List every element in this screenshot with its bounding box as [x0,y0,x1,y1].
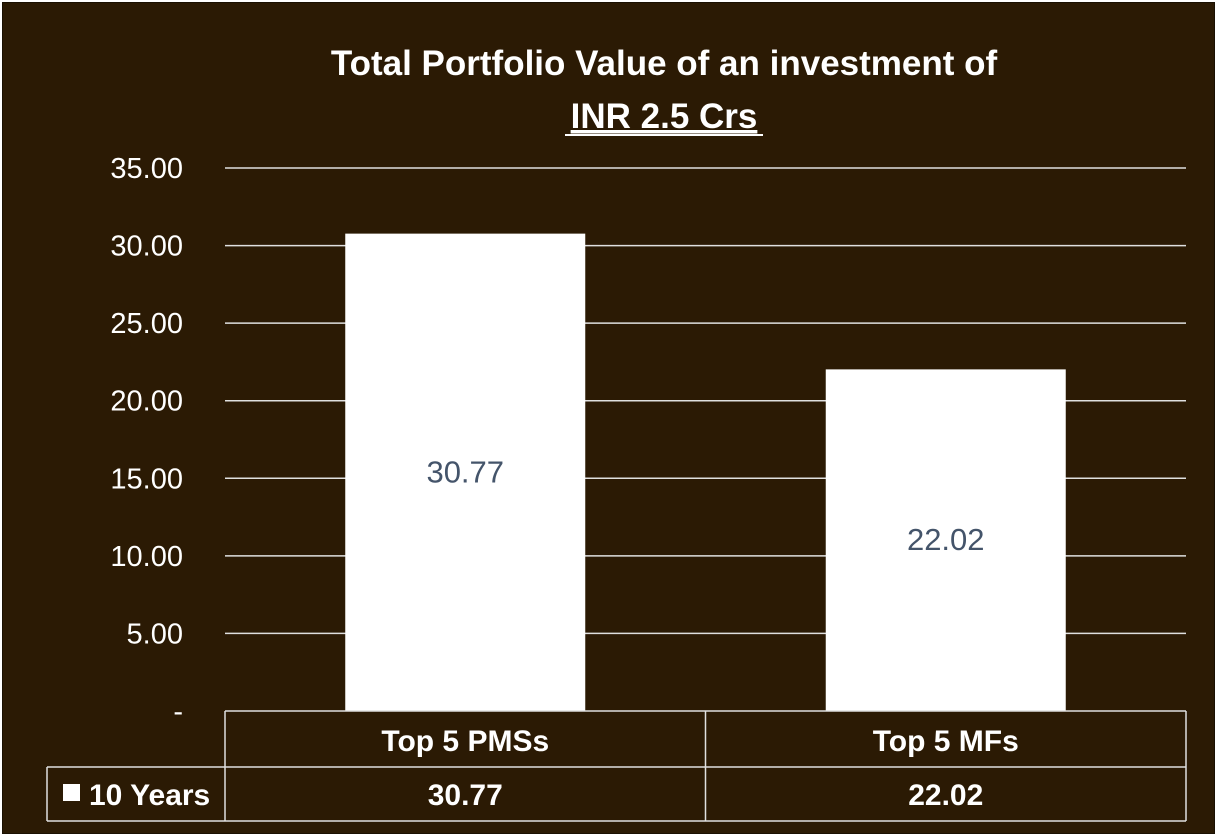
x-category-label: Top 5 PMSs [381,725,549,758]
table-value: 22.02 [908,779,983,812]
y-tick-label: 30.00 [110,231,183,263]
y-axis-ticks: - 5.00 10.00 15.00 20.00 25.00 30.00 35.00 [110,153,183,728]
data-labels: 30.77 22.02 [426,454,984,557]
chart-title: Total Portfolio Value of an investment o… [331,44,998,83]
x-category-label: Top 5 MFs [873,725,1019,758]
data-table: Top 5 PMSs 30.77 Top 5 MFs 22.02 10 Years [46,710,1187,822]
bar [345,233,586,711]
y-tick-label: 35.00 [110,153,183,185]
series-name: 10 Years [89,779,210,812]
y-tick-label: 5.00 [127,618,183,650]
bar-value-label: 22.02 [907,522,985,557]
bars [345,233,1066,711]
y-tick-label: 15.00 [110,463,183,495]
legend-key [63,784,80,801]
y-tick-label: 20.00 [110,386,183,418]
y-tick-label: - [173,696,183,728]
y-tick-label: 25.00 [110,308,183,340]
chart: Total Portfolio Value of an investment o… [46,44,1187,822]
bar [825,369,1066,711]
table-value: 30.77 [428,779,503,812]
chart-subtitle: INR 2.5 Crs [571,97,758,136]
y-tick-label: 10.00 [110,541,183,573]
bar-value-label: 30.77 [426,454,504,489]
